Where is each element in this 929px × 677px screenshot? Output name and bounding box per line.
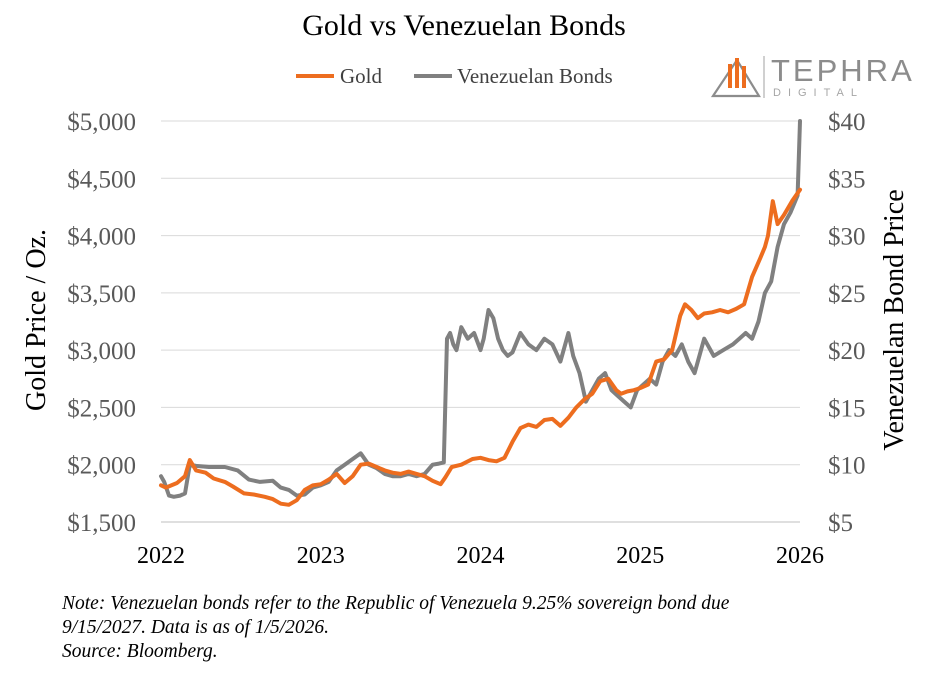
left-axis-tick-label: $3,500 [67, 281, 136, 308]
right-axis-label: Venezuelan Bond Price [879, 189, 910, 450]
chart-title: Gold vs Venezuelan Bonds [302, 9, 626, 42]
gridlines [161, 120, 800, 523]
tephra-mountain-icon [710, 57, 761, 98]
right-axis-ticks: $5 $10 $15 $20 $25 $30 $35 $40 [828, 109, 866, 537]
legend: Gold Venezuelan Bonds [296, 64, 613, 88]
left-axis-tick-label: $2,000 [67, 453, 136, 480]
chart-note: Note: Venezuelan bonds refer to the Repu… [62, 592, 882, 664]
logo-name: TEPHRA [771, 53, 915, 88]
right-axis-tick-label: $30 [828, 224, 866, 251]
left-axis-ticks: $1,500 $2,000 $2,500 $3,000 $3,500 $4,000 $4,5… [67, 109, 136, 537]
note-source: Source: Bloomberg. [62, 641, 218, 662]
legend-gold-label: Gold [340, 64, 383, 88]
x-axis-tick-label: 2023 [297, 543, 345, 569]
venezuelan-bonds-line [159, 119, 802, 499]
x-axis-tick-label: 2025 [616, 543, 664, 569]
note-line-1: Note: Venezuelan bonds refer to the Repu… [62, 593, 730, 614]
right-axis-tick-label: $40 [828, 109, 866, 136]
left-axis-label: Gold Price / Oz. [21, 229, 52, 411]
left-axis-tick-label: $2,500 [67, 395, 136, 422]
x-axis-ticks: 2022 2023 2024 2025 2026 [137, 543, 824, 569]
left-axis-tick-label: $4,500 [67, 166, 136, 193]
series-lines [159, 119, 802, 507]
right-axis-tick-label: $25 [828, 281, 866, 308]
x-axis-tick-label: 2024 [457, 543, 505, 569]
right-axis-tick-label: $20 [828, 338, 866, 365]
left-axis-tick-label: $1,500 [67, 510, 136, 537]
note-line-2: 9/15/2027. Data is as of 1/5/2026. [62, 617, 330, 638]
logo-sub: DIGITAL [773, 87, 864, 99]
right-axis-tick-label: $35 [828, 166, 866, 193]
left-axis-tick-label: $3,000 [67, 338, 136, 365]
gold-line [159, 187, 802, 507]
x-axis-tick-label: 2022 [137, 543, 185, 569]
left-axis-tick-label: $5,000 [67, 109, 136, 136]
x-axis-tick-label: 2026 [776, 543, 824, 569]
right-axis-tick-label: $10 [828, 453, 866, 480]
left-axis-tick-label: $4,000 [67, 224, 136, 251]
right-axis-tick-label: $15 [828, 395, 866, 422]
legend-bonds-label: Venezuelan Bonds [457, 64, 613, 88]
right-axis-tick-label: $5 [828, 510, 853, 537]
tephra-logo: TEPHRA DIGITAL [710, 53, 915, 99]
